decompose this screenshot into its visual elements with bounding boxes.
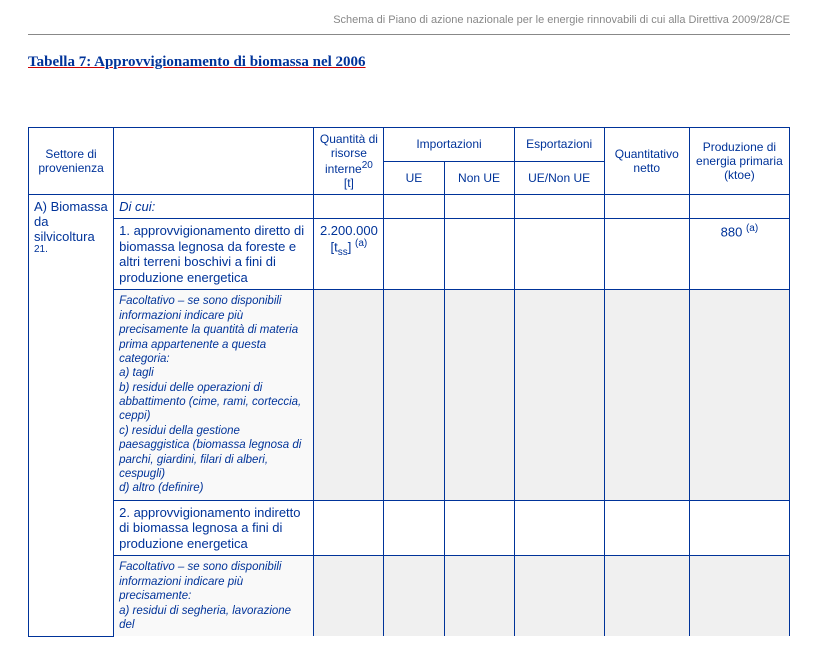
table-title: Tabella 7: Approvvigionamento di biomass… xyxy=(28,54,366,71)
cell-empty xyxy=(314,290,384,500)
th-exp-sub: UE/Non UE xyxy=(514,161,604,195)
cell-empty xyxy=(689,290,789,500)
cell-empty xyxy=(514,290,604,500)
cell-item1-desc: 1. approvvigionamento diretto di biomass… xyxy=(114,219,314,290)
cell-empty xyxy=(604,500,689,556)
th-prod: Produzione di energia primaria (ktoe) xyxy=(689,128,789,195)
cell-item2-fac: Facoltativo – se sono disponibili inform… xyxy=(114,556,314,636)
cell-item1-prod: 880 (a) xyxy=(689,219,789,290)
row-item-2-fac: Facoltativo – se sono disponibili inform… xyxy=(29,556,790,636)
cell-empty xyxy=(384,556,444,636)
row-item-2: 2. approvvigionamento indiretto di bioma… xyxy=(29,500,790,556)
cell-empty xyxy=(314,556,384,636)
th-desc xyxy=(114,128,314,195)
cell-empty xyxy=(514,556,604,636)
th-imports: Importazioni xyxy=(384,128,514,162)
cell-empty xyxy=(384,195,444,219)
running-header: Schema di Piano di azione nazionale per … xyxy=(28,14,790,35)
cell-empty xyxy=(444,290,514,500)
cell-empty xyxy=(444,219,514,290)
cell-empty xyxy=(444,500,514,556)
row-item-1: 1. approvvigionamento diretto di biomass… xyxy=(29,219,790,290)
cell-empty xyxy=(384,500,444,556)
cell-item2-desc: 2. approvvigionamento indiretto di bioma… xyxy=(114,500,314,556)
cell-empty xyxy=(604,195,689,219)
cell-empty xyxy=(689,556,789,636)
cell-empty xyxy=(604,219,689,290)
cell-empty xyxy=(444,195,514,219)
th-imp-nonue: Non UE xyxy=(444,161,514,195)
cell-empty xyxy=(604,290,689,500)
cell-item1-fac: Facoltativo – se sono disponibili inform… xyxy=(114,290,314,500)
cell-di-cui: Di cui: xyxy=(114,195,314,219)
cell-item1-qty: 2.200.000 [tss] (a) xyxy=(314,219,384,290)
biomass-table: Settore di provenienza Quantità di risor… xyxy=(28,127,790,637)
row-item-1-fac: Facoltativo – se sono disponibili inform… xyxy=(29,290,790,500)
th-sector: Settore di provenienza xyxy=(29,128,114,195)
cell-empty xyxy=(514,195,604,219)
cell-empty xyxy=(444,556,514,636)
cell-empty xyxy=(314,500,384,556)
cell-empty xyxy=(384,290,444,500)
cell-empty xyxy=(689,195,789,219)
th-net: Quantitativo netto xyxy=(604,128,689,195)
row-di-cui: A) Biomassa da silvicoltura 21. Di cui: xyxy=(29,195,790,219)
cell-empty xyxy=(514,500,604,556)
cell-empty xyxy=(514,219,604,290)
cell-empty xyxy=(689,500,789,556)
cell-empty xyxy=(314,195,384,219)
cell-sector-a: A) Biomassa da silvicoltura 21. xyxy=(29,195,114,637)
th-exports: Esportazioni xyxy=(514,128,604,162)
cell-empty xyxy=(604,556,689,636)
th-imp-ue: UE xyxy=(384,161,444,195)
th-qty: Quantità di risorse interne20 [t] xyxy=(314,128,384,195)
cell-empty xyxy=(384,219,444,290)
